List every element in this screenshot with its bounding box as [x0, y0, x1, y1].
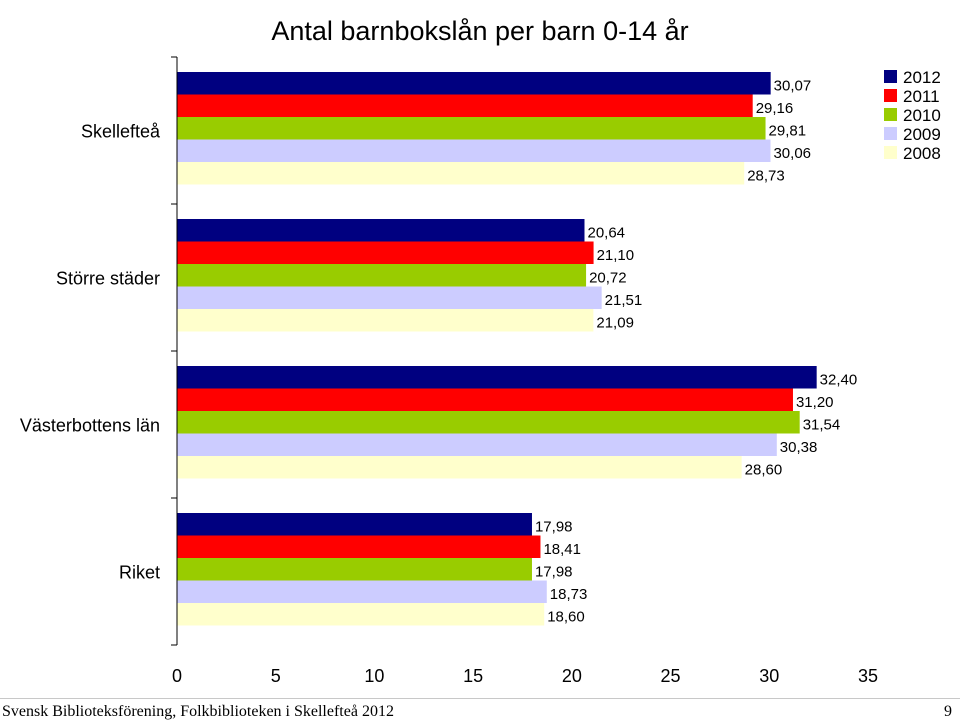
legend-swatch	[884, 146, 897, 159]
bar	[177, 388, 793, 411]
bar	[177, 241, 594, 264]
data-label: 21,10	[597, 247, 635, 264]
data-label: 32,40	[820, 372, 858, 389]
x-tick-label: 30	[759, 666, 779, 686]
x-tick-label: 10	[364, 666, 384, 686]
data-label: 21,51	[605, 292, 643, 309]
data-label: 21,09	[596, 315, 634, 332]
bar	[177, 264, 587, 287]
bar	[177, 456, 742, 479]
x-tick-label: 20	[562, 666, 582, 686]
data-label: 18,73	[550, 586, 588, 603]
legend-swatch	[884, 127, 897, 140]
data-label: 31,20	[796, 394, 834, 411]
bar	[177, 580, 547, 603]
category-label: Större städer	[56, 269, 160, 289]
data-label: 28,60	[745, 462, 783, 479]
bar	[177, 309, 594, 332]
x-tick-label: 25	[661, 666, 681, 686]
x-tick-label: 5	[271, 666, 281, 686]
bar	[177, 558, 532, 581]
x-tick-label: 35	[858, 666, 878, 686]
bar	[177, 117, 766, 140]
data-label: 20,72	[589, 270, 627, 287]
bar	[177, 162, 745, 185]
bar	[177, 94, 753, 117]
legend-swatch	[884, 89, 897, 102]
bar-chart: Antal barnbokslån per barn 0-14 år 30,07…	[20, 16, 941, 686]
legend-swatch	[884, 108, 897, 121]
data-label: 30,38	[780, 439, 818, 456]
data-label: 20,64	[587, 225, 625, 242]
bar	[177, 603, 545, 626]
category-label: Skellefteå	[81, 122, 161, 142]
chart-title: Antal barnbokslån per barn 0-14 år	[271, 16, 688, 46]
bar	[177, 366, 817, 389]
data-label: 18,60	[547, 609, 585, 626]
bar	[177, 219, 585, 242]
bar	[177, 513, 532, 536]
category-label: Västerbottens län	[20, 416, 160, 436]
axes-layer: Skellefteå Större städer Västerbottens län…	[20, 56, 878, 686]
footer-source: Svensk Biblioteksförening, Folkbibliotek…	[2, 703, 394, 720]
legend-swatch	[884, 70, 897, 83]
bar	[177, 535, 541, 558]
bar	[177, 72, 771, 95]
data-label: 30,06	[773, 145, 811, 162]
bar	[177, 411, 800, 434]
data-label: 18,41	[543, 541, 581, 558]
category-label: Riket	[119, 563, 160, 583]
legend-label: 2008	[903, 144, 941, 163]
x-tick-label: 15	[463, 666, 483, 686]
data-label: 28,73	[747, 168, 785, 185]
footer-divider	[0, 698, 960, 699]
data-label: 17,98	[535, 564, 573, 581]
bar	[177, 286, 602, 309]
data-label: 29,16	[756, 100, 794, 117]
legend-label: 2011	[903, 87, 940, 106]
data-label: 30,07	[774, 78, 812, 95]
legend-label: 2009	[903, 125, 941, 144]
bars-layer: 30,07 29,16 29,81 30,06 28,73 20,64 21,10 20,72…	[177, 72, 857, 626]
legend-label: 2012	[903, 68, 941, 87]
bar	[177, 433, 777, 456]
x-tick-label: 0	[172, 666, 182, 686]
data-label: 29,81	[769, 123, 807, 140]
legend-label: 2010	[903, 106, 941, 125]
data-label: 31,54	[803, 417, 841, 434]
bar	[177, 139, 771, 162]
page-number: 9	[944, 703, 952, 720]
data-label: 17,98	[535, 519, 573, 536]
